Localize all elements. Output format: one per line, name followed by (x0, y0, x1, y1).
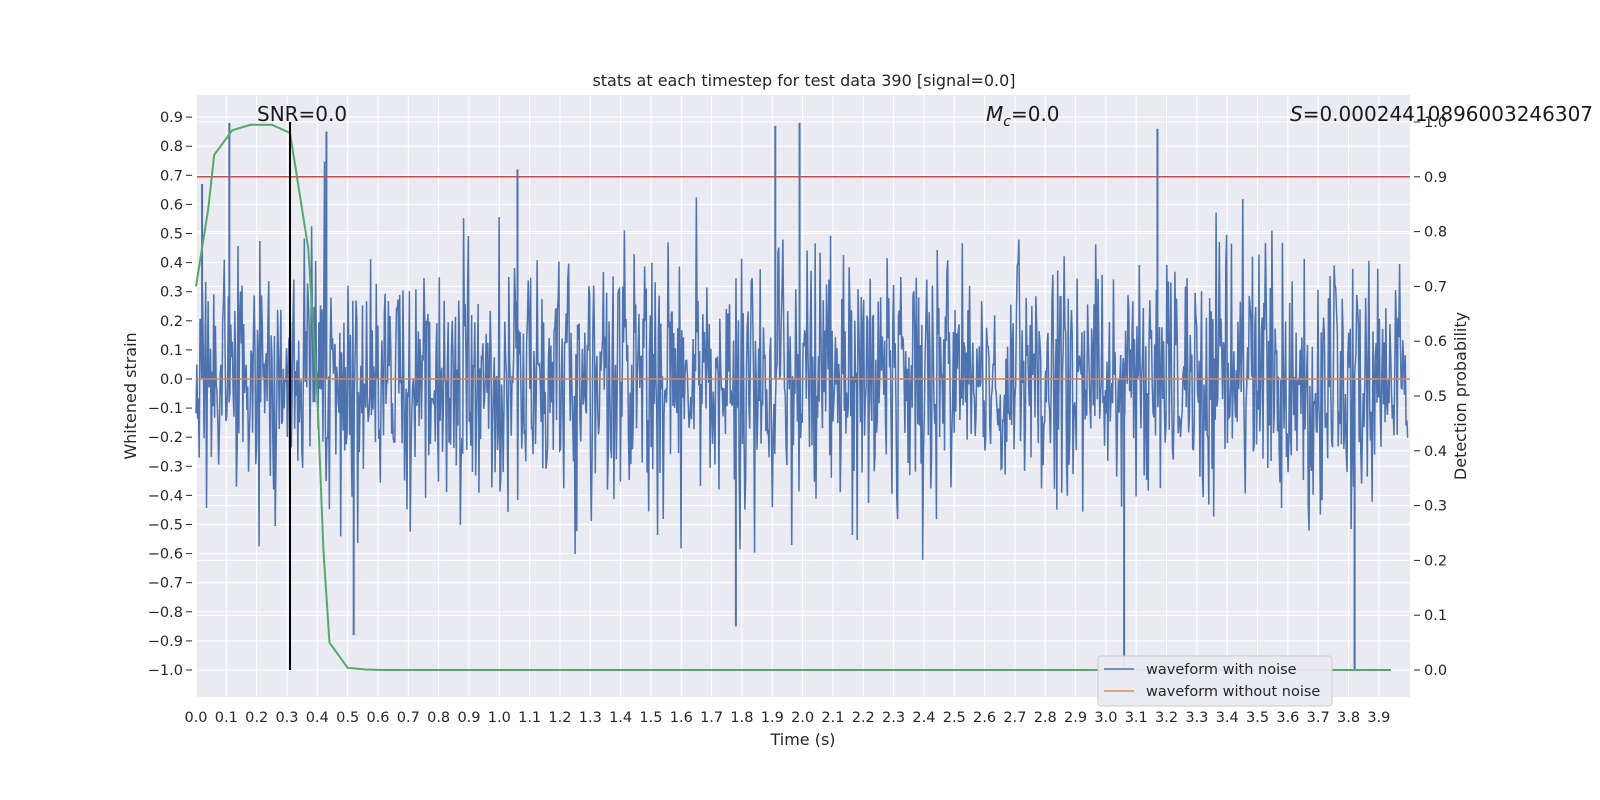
y-tick-label: 0.5 (160, 227, 183, 243)
x-tick-label: 2.1 (821, 710, 844, 726)
y-tick-label: 0.1 (160, 343, 183, 359)
s-value: =0.00024410896003246307 (1303, 102, 1593, 126)
y-axis-label: Whitened strain (121, 332, 140, 459)
y-tick-label: −0.1 (148, 401, 183, 417)
x-tick-label: 1.6 (670, 710, 693, 726)
x-tick-label: 0.9 (457, 710, 480, 726)
y2-tick-label: 0.3 (1424, 499, 1447, 515)
y2-tick-label: 0.0 (1424, 663, 1447, 679)
x-tick-label: 2.2 (852, 710, 875, 726)
noise-waveform-line (195, 161, 1409, 560)
y-tick-label: −0.6 (148, 547, 183, 563)
x-axis-label: Time (s) (769, 730, 835, 749)
x-tick-label: 1.9 (761, 710, 784, 726)
y-tick-label: −0.8 (148, 605, 183, 621)
x-tick-label: 1.3 (579, 710, 602, 726)
y2-tick-label: 0.7 (1424, 279, 1447, 295)
noise-waveform-series (195, 122, 1409, 670)
tick-labels: 0.0 0.1 0.2 0.3 0.4 0.5 0.6 0.7 0.8 0.9 1.0 1.1 1.2 1… (148, 110, 1447, 726)
overlay-lines (195, 122, 1410, 671)
y-tick-label: −0.7 (148, 576, 183, 592)
x-tick-label: 2.6 (973, 710, 996, 726)
annotations: SNR=0.0 Mc=0.0 S=0.00024410896003246307 (257, 102, 1593, 130)
y2-tick-label: 0.1 (1424, 608, 1447, 624)
x-tick-label: 3.8 (1337, 710, 1360, 726)
y2-tick-label: 0.8 (1424, 225, 1447, 241)
y-tick-label: 0.3 (160, 285, 183, 301)
x-tick-label: 0.2 (245, 710, 268, 726)
mc-symbol: M (986, 102, 1003, 126)
x-tick-label: 1.5 (639, 710, 662, 726)
y-tick-label: 0.7 (160, 168, 183, 184)
mc-value: =0.0 (1011, 102, 1060, 126)
legend-label: waveform without noise (1146, 684, 1320, 700)
x-tick-label: 2.3 (882, 710, 905, 726)
y-tick-label: 0.8 (160, 139, 183, 155)
x-tick-label: 2.7 (1003, 710, 1026, 726)
y2-tick-label: 0.5 (1424, 389, 1447, 405)
x-tick-label: 0.7 (397, 710, 420, 726)
mc-subscript: c (1003, 114, 1011, 130)
y-tick-label: −0.3 (148, 459, 183, 475)
x-tick-label: 2.5 (943, 710, 966, 726)
x-tick-label: 3.4 (1216, 710, 1239, 726)
x-tick-label: 3.5 (1246, 710, 1269, 726)
y2-axis-label: Detection probability (1451, 312, 1470, 480)
y-tick-label: −0.9 (148, 634, 183, 650)
y2-tick-label: 0.9 (1424, 170, 1447, 186)
y-tick-label: 0.6 (160, 197, 183, 213)
x-tick-label: 0.8 (427, 710, 450, 726)
legend-box (1097, 655, 1333, 707)
y-tick-label: 0.2 (160, 314, 183, 330)
x-tick-label: 0.0 (184, 710, 207, 726)
x-tick-label: 0.6 (366, 710, 389, 726)
s-symbol: S (1290, 102, 1303, 126)
y-tick-label: 0.9 (160, 110, 183, 126)
s-annotation: S=0.00024410896003246307 (1290, 102, 1593, 126)
x-tick-label: 0.4 (306, 710, 329, 726)
y2-tick-label: 0.6 (1424, 334, 1447, 350)
y2-tick-label: 1.0 (1424, 115, 1447, 131)
y-tick-label: −0.4 (148, 488, 183, 504)
detection-probability-line (195, 123, 1391, 671)
x-tick-label: 2.4 (912, 710, 935, 726)
legend: waveform with noise waveform without nois… (1097, 655, 1333, 707)
y-tick-label: 0.4 (160, 256, 183, 272)
x-tick-label: 2.8 (1034, 710, 1057, 726)
x-tick-label: 3.0 (1094, 710, 1117, 726)
snr-annotation: SNR=0.0 (257, 102, 347, 126)
y-tick-label: −0.2 (148, 430, 183, 446)
legend-label: waveform with noise (1146, 662, 1297, 678)
x-tick-label: 3.9 (1367, 710, 1390, 726)
x-tick-label: 1.4 (609, 710, 632, 726)
x-tick-label: 1.0 (488, 710, 511, 726)
y-tick-label: −1.0 (148, 663, 183, 679)
y2-tick-label: 0.2 (1424, 553, 1447, 569)
y-tick-label: 0.0 (160, 372, 183, 388)
x-tick-label: 2.9 (1064, 710, 1087, 726)
x-tick-label: 3.2 (1155, 710, 1178, 726)
y2-tick-label: 0.4 (1424, 444, 1447, 460)
x-tick-label: 1.2 (548, 710, 571, 726)
x-tick-label: 1.7 (700, 710, 723, 726)
x-tick-label: 3.6 (1276, 710, 1299, 726)
mc-annotation: Mc=0.0 (986, 102, 1060, 130)
x-tick-label: 1.1 (518, 710, 541, 726)
x-tick-label: 1.8 (730, 710, 753, 726)
x-tick-label: 2.0 (791, 710, 814, 726)
x-tick-label: 0.5 (336, 710, 359, 726)
x-tick-label: 0.1 (215, 710, 238, 726)
x-tick-label: 3.1 (1125, 710, 1148, 726)
x-tick-label: 0.3 (275, 710, 298, 726)
x-tick-label: 3.3 (1185, 710, 1208, 726)
chart-title: stats at each timestep for test data 390… (592, 71, 1015, 90)
y-tick-label: −0.5 (148, 518, 183, 534)
x-tick-label: 3.7 (1307, 710, 1330, 726)
